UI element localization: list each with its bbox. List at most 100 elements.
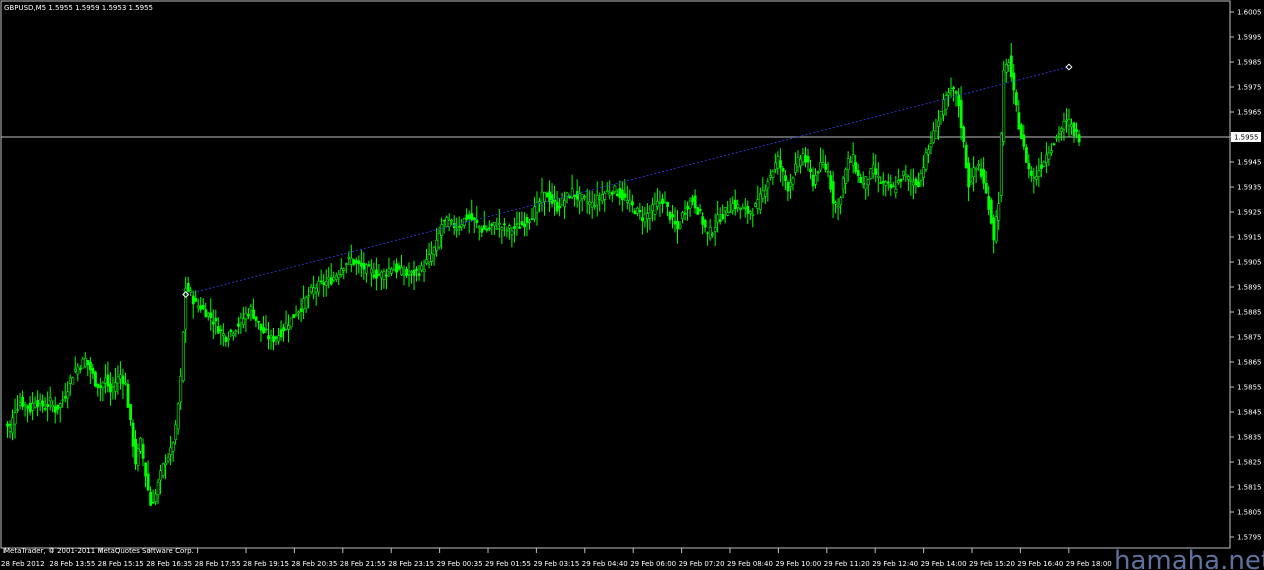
- candle-body: [631, 201, 634, 206]
- trendline[interactable]: [185, 66, 1070, 295]
- candle-body: [447, 220, 451, 228]
- x-tick-label: 29 Feb 06:00: [630, 560, 676, 568]
- candle-body: [1002, 69, 1006, 142]
- candle-body: [477, 226, 481, 229]
- candle-body: [628, 199, 632, 205]
- candle-body: [861, 182, 865, 185]
- candle-body: [505, 229, 509, 232]
- candle-body: [944, 95, 948, 110]
- candle-body: [1070, 124, 1073, 128]
- candle-body: [86, 360, 90, 366]
- candle-body: [262, 327, 265, 334]
- candle-body: [776, 156, 780, 169]
- candle-body: [841, 178, 845, 190]
- candle-body: [224, 336, 228, 343]
- candle-body: [28, 402, 32, 413]
- candle-body: [410, 271, 414, 273]
- candle-body: [445, 216, 449, 227]
- candle-body: [708, 227, 712, 239]
- candle-body: [743, 207, 747, 209]
- candle-body: [696, 207, 700, 215]
- candle-body: [836, 205, 840, 209]
- candle-body: [771, 170, 775, 178]
- candle-body: [590, 201, 594, 208]
- candle-body: [989, 199, 993, 224]
- price-axis[interactable]: 1.6005 1.5995 1.5985 1.5975 1.5965 1.5955 1.59…: [1230, 9, 1262, 542]
- candle-body: [141, 444, 145, 459]
- candle-body: [171, 442, 175, 452]
- candle-body: [761, 190, 765, 199]
- candle-body: [1065, 119, 1068, 122]
- candle-body: [661, 198, 664, 204]
- candle-body: [392, 268, 396, 271]
- candle-body: [151, 501, 155, 504]
- candle-body: [623, 193, 627, 198]
- candle-body: [603, 193, 607, 200]
- candle-body: [741, 207, 745, 210]
- x-tick-label: 29 Feb 16:40: [1017, 560, 1063, 568]
- candle-body: [535, 201, 539, 213]
- candle-body: [1040, 164, 1043, 169]
- candle-body: [1012, 72, 1016, 91]
- candle-body: [435, 239, 439, 251]
- x-tick-label: 29 Feb 12:40: [872, 560, 918, 568]
- candle-body: [784, 175, 787, 182]
- candle-body: [126, 383, 130, 408]
- candle-body: [646, 213, 649, 220]
- candle-body: [415, 268, 419, 271]
- candle-body: [937, 120, 940, 128]
- candle-body: [1014, 92, 1018, 106]
- candle-body: [849, 161, 853, 163]
- candle-body: [232, 333, 235, 336]
- candle-body: [759, 193, 762, 210]
- candle-body: [934, 130, 938, 140]
- candle-body: [523, 223, 526, 228]
- x-tick-label: 28 Feb 17:55: [195, 560, 241, 568]
- candle-body: [111, 386, 115, 388]
- candle-body: [796, 156, 800, 168]
- candle-body: [382, 271, 386, 280]
- candle-body: [957, 94, 961, 107]
- candle-body: [914, 178, 918, 185]
- candle-body: [116, 376, 120, 384]
- candle-body: [977, 164, 981, 166]
- candle-body: [440, 224, 444, 236]
- candle-body: [146, 473, 150, 491]
- candle-body: [307, 295, 311, 298]
- candle-body: [969, 181, 973, 185]
- candle-body: [964, 144, 968, 169]
- candle-body: [362, 262, 366, 270]
- trendline-handle-start[interactable]: [182, 290, 190, 299]
- candle-body: [76, 366, 80, 375]
- candle-body: [277, 335, 281, 342]
- candle-body: [56, 404, 60, 410]
- candle-body: [791, 177, 795, 185]
- candle-body: [51, 404, 55, 408]
- candle-body: [332, 277, 336, 281]
- candle-body: [201, 305, 205, 309]
- candle-body: [578, 193, 582, 202]
- candle-body: [161, 463, 165, 476]
- trendline-handle-end[interactable]: [1065, 63, 1073, 71]
- candle-body: [693, 195, 697, 209]
- candle-body: [595, 195, 599, 206]
- candle-body: [470, 213, 474, 221]
- candle-body: [437, 232, 441, 248]
- candle-body: [493, 222, 496, 227]
- candle-body: [738, 208, 742, 210]
- candle-body: [648, 211, 652, 219]
- candle-body: [26, 405, 30, 409]
- candle-body: [450, 219, 454, 222]
- candle-body: [560, 197, 564, 206]
- candle-body: [360, 262, 363, 267]
- candle-body: [222, 333, 225, 336]
- candle-body: [334, 275, 338, 280]
- candle-body: [184, 287, 188, 330]
- x-tick-label: 28 Feb 2012: [1, 560, 45, 568]
- candle-body: [1050, 150, 1053, 153]
- x-tick-label: 28 Feb 21:55: [340, 560, 386, 568]
- time-axis[interactable]: 28 Feb 2012 28 Feb 13:55 28 Feb 15:15 28 Fe…: [1, 548, 1112, 568]
- candle-body: [267, 335, 270, 340]
- candle-body: [21, 396, 25, 407]
